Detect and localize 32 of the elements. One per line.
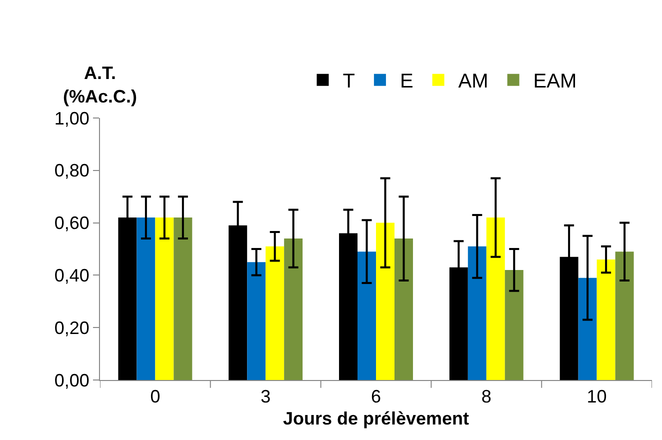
legend-label: E (400, 70, 414, 93)
bar (376, 222, 394, 380)
bar (266, 246, 284, 380)
legend-label: EAM (533, 70, 577, 93)
x-axis-title: Jours de prélèvement (282, 408, 470, 429)
bar (284, 238, 303, 380)
x-tick-label: 0 (150, 386, 160, 407)
y-tick-label: 1,00 (54, 108, 90, 128)
y-tick-label: 0,40 (54, 266, 90, 286)
legend-label: T (342, 70, 355, 93)
bar (358, 252, 376, 380)
x-tick-label: 3 (260, 386, 271, 407)
y-tick-label: 0,80 (54, 160, 90, 181)
y-tick-label: 0,20 (54, 318, 90, 338)
bar (155, 218, 174, 380)
x-tick-label: 6 (370, 386, 382, 407)
bar (468, 246, 486, 380)
bar (247, 262, 266, 380)
y-axis-title: A.T. (%Ac.C.) (63, 63, 138, 106)
bar (615, 252, 634, 380)
legend-label: AM (458, 70, 488, 93)
bar (504, 270, 524, 380)
bar (486, 218, 505, 380)
bar (174, 218, 192, 380)
x-tick-label: 10 (586, 386, 607, 407)
y-tick-label: 0,60 (54, 213, 90, 234)
bar (394, 238, 413, 380)
y-tick-label: 0,00 (54, 370, 90, 390)
x-tick-label: 8 (481, 386, 492, 407)
bar (136, 218, 156, 380)
bar (578, 278, 597, 380)
bar (596, 259, 616, 380)
